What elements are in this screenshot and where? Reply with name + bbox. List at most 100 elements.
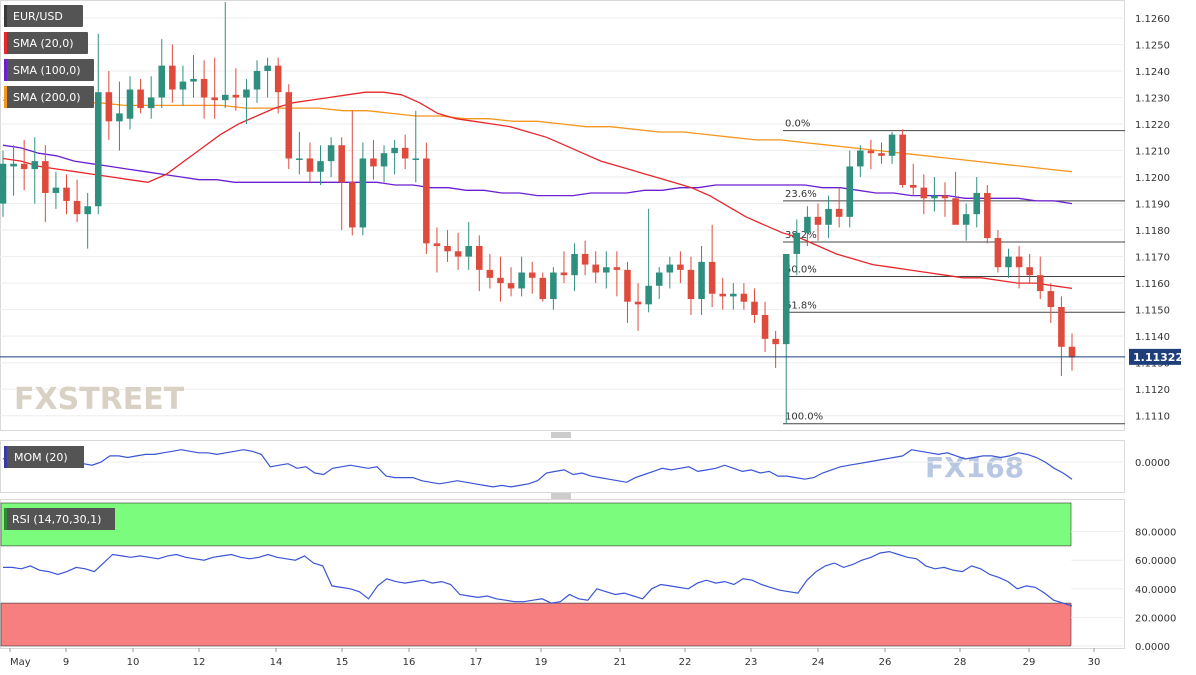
candle-body xyxy=(285,92,293,159)
candle-body xyxy=(655,272,663,286)
rsi-badge-bg xyxy=(4,508,115,530)
candle xyxy=(994,230,1002,273)
y-tick-label: 1.1170 xyxy=(1135,253,1170,264)
candle-body xyxy=(804,216,811,233)
candle xyxy=(528,261,536,294)
mom-badge-swatch xyxy=(4,446,7,468)
candle-body xyxy=(1068,346,1076,358)
candle xyxy=(73,179,81,223)
candle xyxy=(264,57,271,98)
candle xyxy=(507,267,515,297)
candle xyxy=(984,185,991,244)
candle-body xyxy=(296,158,303,160)
candle-body xyxy=(433,243,441,246)
candle-body xyxy=(761,314,769,339)
panel-splitter-0 xyxy=(551,432,571,438)
mom-badge-label: MOM (20) xyxy=(14,451,68,464)
candle-body xyxy=(158,65,166,98)
candle xyxy=(592,251,599,284)
rsi-overbought-zone xyxy=(0,502,1072,547)
candle-body xyxy=(645,285,652,305)
x-tick-label: 22 xyxy=(679,657,692,668)
y-tick-label: 1.1240 xyxy=(1135,67,1170,78)
candle xyxy=(317,145,324,185)
candle-body xyxy=(962,214,970,225)
candle-body xyxy=(274,65,282,93)
candle-body xyxy=(994,238,1002,268)
candle xyxy=(1036,256,1044,300)
candle xyxy=(814,203,822,241)
candle-body xyxy=(613,267,621,270)
candle xyxy=(296,131,303,175)
candle-body xyxy=(306,158,314,172)
fib-level-label: 0.0% xyxy=(785,119,810,130)
candle-body xyxy=(550,272,557,300)
candle-body xyxy=(984,192,991,239)
mom-panel xyxy=(0,440,1125,493)
candle xyxy=(243,78,250,124)
legend-badge-swatch xyxy=(4,5,7,27)
candle-body xyxy=(740,293,748,302)
candle xyxy=(772,330,779,368)
fib-level-label: 38.2% xyxy=(785,230,817,241)
candle-body xyxy=(370,158,377,167)
candle xyxy=(793,219,801,276)
candle xyxy=(962,203,970,241)
candle xyxy=(1047,283,1055,323)
candle xyxy=(560,251,568,284)
candle xyxy=(380,145,388,183)
rsi-badge-swatch xyxy=(4,508,7,530)
candle xyxy=(423,142,430,254)
mom-badge-bg xyxy=(4,446,84,468)
legend-badge-label: EUR/USD xyxy=(13,10,63,23)
x-tick-label: 14 xyxy=(270,657,283,668)
candle xyxy=(158,39,166,109)
candle xyxy=(857,145,864,178)
candle-body xyxy=(581,253,589,265)
sma100-line xyxy=(2,144,1073,205)
candle xyxy=(221,2,229,109)
x-tick-label: 30 xyxy=(1088,657,1101,668)
candle-body xyxy=(105,92,113,122)
candle-body xyxy=(190,78,197,82)
legend-badge-swatch xyxy=(4,59,7,81)
x-tick-label: 26 xyxy=(879,657,892,668)
rsi-y-tick-label: 20.0000 xyxy=(1135,613,1176,624)
legend-badge-bg xyxy=(4,32,88,54)
candle-body xyxy=(518,272,525,289)
candle-body xyxy=(603,267,610,273)
candle xyxy=(624,261,631,323)
candle xyxy=(899,129,906,188)
x-tick-label: 21 xyxy=(614,657,627,668)
candle xyxy=(179,65,187,106)
y-tick-label: 1.1180 xyxy=(1135,226,1170,237)
legend-badge-bg xyxy=(4,5,83,27)
legend-badge-bg xyxy=(4,86,94,108)
x-tick-label: 19 xyxy=(535,657,548,668)
candle xyxy=(31,137,39,204)
candle xyxy=(645,208,652,313)
candle-body xyxy=(793,232,801,254)
y-tick-label: 1.1190 xyxy=(1135,200,1170,211)
legend-badge: EUR/USD xyxy=(4,5,83,27)
candle-body xyxy=(835,208,843,217)
candle xyxy=(10,145,17,196)
candle xyxy=(348,110,356,236)
candle xyxy=(920,174,928,215)
y-tick-label: 1.1260 xyxy=(1135,14,1170,25)
candle xyxy=(94,33,102,215)
y-tick-label: 1.1120 xyxy=(1135,385,1170,396)
candle xyxy=(804,206,811,246)
candle-body xyxy=(1047,291,1055,307)
candle-body xyxy=(20,163,28,170)
x-tick-label: 12 xyxy=(193,657,206,668)
legend-badge-bg xyxy=(4,59,94,81)
rsi-badge: RSI (14,70,30,1) xyxy=(4,508,115,530)
candle-body xyxy=(179,81,187,90)
fib-level-label: 100.0% xyxy=(785,412,823,423)
candle-body xyxy=(476,246,483,270)
candle xyxy=(190,55,197,98)
candle-body xyxy=(63,187,70,201)
candle xyxy=(391,139,398,175)
candle xyxy=(909,163,917,196)
